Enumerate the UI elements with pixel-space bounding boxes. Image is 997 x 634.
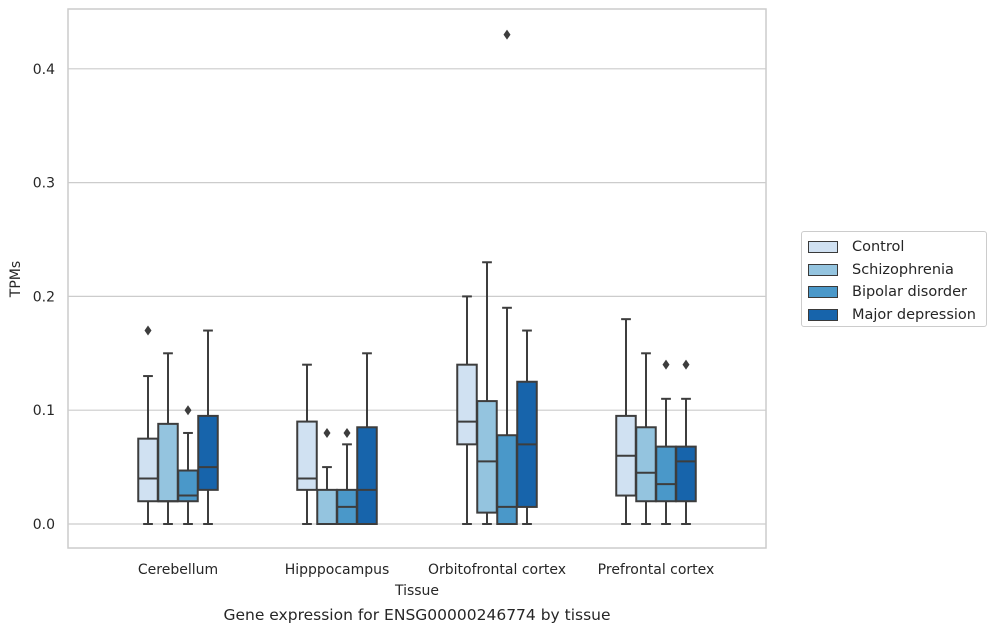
outlier-point [144,325,152,336]
box-schizophrenia-prefrontal-cortex [635,352,657,525]
y-tick-label: 0.4 [33,62,55,78]
x-tick-label-orbitofrontal-cortex: Orbitofrontal cortex [428,562,566,578]
x-axis-label: Tissue [394,583,439,599]
x-tick-label-cerebellum: Cerebellum [138,562,218,578]
legend-label-major-depression: Major depression [852,306,976,323]
box-iqr [496,434,518,525]
box-bipolar-disorder-cerebellum [177,405,199,525]
legend-item-schizophrenia: Schizophrenia [808,259,986,282]
legend-label-schizophrenia: Schizophrenia [852,261,954,278]
legend-item-bipolar-disorder: Bipolar disorder [808,281,986,304]
x-tick-label-hipppocampus: Hipppocampus [285,562,390,578]
legend-swatch-schizophrenia [808,263,838,276]
box-bipolar-disorder-orbitofrontal-cortex [496,29,518,525]
box-iqr [157,422,179,503]
box-iqr [655,445,677,503]
boxes [137,29,697,525]
outlier-point [503,29,511,40]
box-iqr [316,488,338,525]
box-control-orbitofrontal-cortex [456,295,478,525]
outlier-point [662,359,670,370]
x-tick-label-prefrontal-cortex: Prefrontal cortex [598,562,715,578]
legend-swatch-control [808,241,838,254]
outlier-point [682,359,690,370]
y-tick-labels: 0.0 0.1 0.2 0.3 0.4 [33,62,55,533]
y-axis-label: TPMs [8,261,24,298]
box-major-depression-prefrontal-cortex [675,359,697,525]
legend-swatch-bipolar-disorder [808,286,838,299]
legend-item-major-depression: Major depression [808,304,986,327]
y-tick-label: 0.1 [33,403,55,419]
plot-frame [67,8,767,549]
box-iqr [635,426,657,503]
box-control-cerebellum [137,325,159,525]
box-bipolar-disorder-hipppocampus [336,427,358,525]
box-major-depression-cerebellum [197,329,219,525]
box-iqr [197,414,219,491]
y-tick-label: 0.3 [33,176,55,192]
box-iqr [177,469,199,503]
box-schizophrenia-orbitofrontal-cortex [476,261,498,525]
box-iqr [456,363,478,446]
box-iqr [296,420,318,491]
box-schizophrenia-cerebellum [157,352,179,525]
y-tick-label: 0.0 [33,517,55,533]
box-major-depression-orbitofrontal-cortex [516,329,538,525]
legend: Control Schizophrenia Bipolar disorder M… [801,231,987,327]
chart-caption: Gene expression for ENSG00000246774 by t… [223,606,611,624]
legend-item-control: Control [808,236,986,259]
box-iqr [356,426,378,525]
box-schizophrenia-hipppocampus [316,427,338,525]
box-major-depression-hipppocampus [356,352,378,525]
outlier-point [184,405,192,416]
outlier-point [343,427,351,438]
box-control-prefrontal-cortex [615,318,637,525]
legend-swatch-major-depression [808,308,838,321]
box-bipolar-disorder-prefrontal-cortex [655,359,677,525]
legend-label-control: Control [852,239,905,256]
box-iqr [675,445,697,503]
box-control-hipppocampus [296,363,318,525]
box-iqr [476,400,498,514]
box-iqr [137,437,159,503]
legend-label-bipolar-disorder: Bipolar disorder [852,284,967,301]
y-tick-label: 0.2 [33,289,55,305]
x-tick-labels: Cerebellum Hipppocampus Orbitofrontal cort… [138,562,714,578]
outlier-point [323,427,331,438]
